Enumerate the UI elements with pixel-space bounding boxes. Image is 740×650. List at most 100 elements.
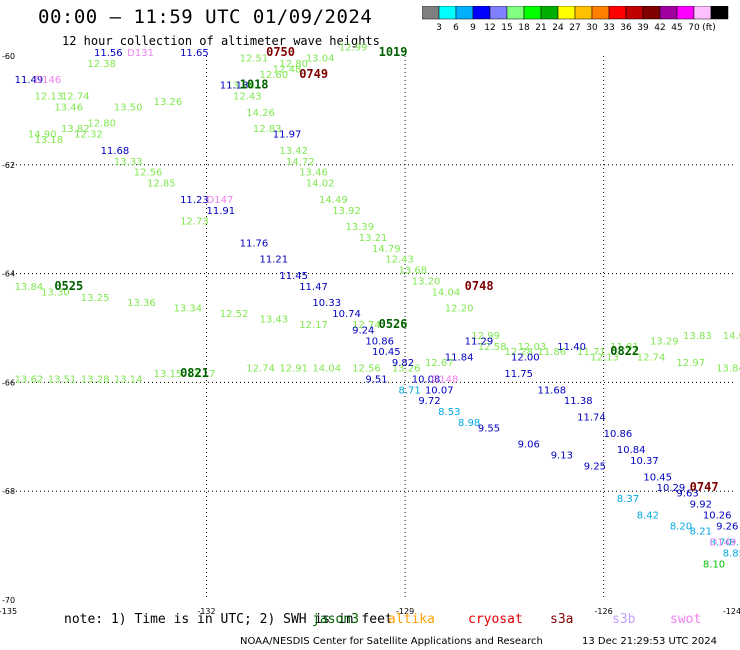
wave-height-point: 11.91 [207,206,236,217]
wave-height-point: 12.74 [352,320,381,331]
wave-height-point: 11.86 [537,347,566,358]
wave-height-point: 13.34 [173,304,202,315]
pass-id-label: 0747 [690,480,719,494]
wave-height-point: 8.10 [703,559,725,570]
wave-height-point: 9.13 [551,451,573,462]
wave-height-point: 12.52 [220,309,249,320]
wave-height-point: 14.49 [319,195,348,206]
wave-height-point: 8.98 [458,418,480,429]
wave-height-point: 10.37 [630,456,659,467]
wave-height-point: 13.18 [34,135,63,146]
wave-height-point: 11.76 [240,238,269,249]
wave-height-point: 12.97 [676,358,705,369]
wave-height-point: 13.92 [332,206,361,217]
y-tick-label: -62 [2,161,15,170]
x-tick-label: -135 [0,607,17,616]
colorbar-label: 42 [654,23,665,32]
wave-height-point: 12.58 [478,342,507,353]
wave-height-point: 12.83 [253,124,282,135]
wave-height-point: 11.75 [504,369,533,380]
wave-height-point: 11.21 [259,255,288,266]
pass-id-label: 0749 [299,67,328,81]
colorbar-label: 18 [518,23,530,32]
wave-height-point: 12.20 [445,304,474,315]
wave-height-point: 10.33 [312,298,341,309]
wave-height-point: 9.06 [518,440,540,451]
wave-height-point: 13.25 [81,293,110,304]
wave-height-point: 12.48 [273,64,302,75]
wave-height-point: 13.14 [114,374,143,385]
wave-height-point: 12.74 [246,364,275,375]
wave-height-point: 10.45 [372,347,401,358]
wave-height-point: 13.04 [306,53,335,64]
wave-height-point: 12.13 [34,92,63,103]
x-tick-label: -132 [197,607,215,616]
colorbar: 3 6 9 12 15 18 21 24 27 30 33 36 39 42 45 70 (ft) [422,6,729,32]
pass-id-label: 0821 [180,366,209,380]
colorbar-label: 39 [637,23,649,32]
y-tick-label: -64 [2,270,15,279]
wave-height-point: 11.65 [180,48,209,59]
wave-height-point: 9.26 [716,521,738,532]
wave-height-point: 12.74 [61,92,90,103]
wave-height-point: 11.84 [445,353,474,364]
wave-height-point: 12.60 [259,70,288,81]
wave-height-point: 13.42 [279,146,308,157]
pass-id-label: 0750 [266,45,295,59]
wave-height-point: 13.46 [299,168,328,179]
wave-height-point: 12.91 [279,364,308,375]
wave-height-point: 9.55 [478,423,500,434]
wave-height-point: 13.36 [127,298,156,309]
colorbar-label: 3 [436,23,442,32]
wave-height-point: 11.23 [180,195,209,206]
pass-id-label: 0525 [54,279,83,293]
wave-height-point: 12.56 [134,168,163,179]
wave-height-point: 11.68 [537,385,566,396]
wave-height-point: 11.97 [273,130,302,141]
wave-height-point: 13.26 [226,81,255,92]
wave-height-point: 12.73 [180,217,209,228]
wave-height-point: 13.29 [650,336,679,347]
wave-height-point: D148 [432,374,459,385]
wave-height-point: 11.45 [279,271,308,282]
wave-height-point: 12.13 [590,353,619,364]
wave-height-point: 11.49 [15,75,44,86]
wave-height-point: 13.82 [61,124,90,135]
pass-labels: 0750 0749 0748 0747 1018 1019 0525 0526 0821 0822… [54,45,719,494]
wave-height-point: 14.79 [372,244,401,255]
legend-s3a: s3a [550,612,574,627]
wave-height-point: 14.04 [312,364,341,375]
wave-height-point: 14.00 [723,331,740,342]
wave-height-point: 11.71 [577,347,606,358]
wave-height-point: 9.82 [392,358,414,369]
legend-jason3: jason3 [312,612,359,627]
wave-height-point: 11.47 [299,282,328,293]
wave-height-point: 12.74 [637,353,666,364]
wave-height-point: 11.18 [220,81,249,92]
legend-s3b: s3b [612,612,636,627]
wave-height-point: 12.43 [385,255,414,266]
colorbar-label: 70 [688,23,700,32]
wave-height-point: 10.45 [643,472,672,483]
grid [8,56,736,600]
wave-height-point: 11.74 [577,412,606,423]
wave-height-point: 13.30 [41,287,70,298]
wave-height-point: 10.07 [425,385,454,396]
wave-height-point: 11.29 [465,336,494,347]
wave-height-point: 8.85 [723,548,740,559]
wave-height-point: 8.70 [710,538,732,549]
pass-id-label: 0822 [610,344,639,358]
colorbar-label: 24 [552,23,564,32]
wave-height-point: 11.56 [94,48,123,59]
wave-height-point: 12.99 [471,331,500,342]
wave-height-point: 8.74 [729,538,740,549]
wave-height-point: 8.20 [670,521,692,532]
wave-height-point: 13.84 [15,282,44,293]
wave-height-point: 11.81 [610,342,639,353]
wave-height-point: 13.20 [412,276,441,287]
colorbar-label: 15 [501,23,512,32]
wave-height-point: 8.71 [398,385,420,396]
wave-height-point: 13.68 [398,266,427,277]
y-tick-label: -66 [2,378,15,387]
